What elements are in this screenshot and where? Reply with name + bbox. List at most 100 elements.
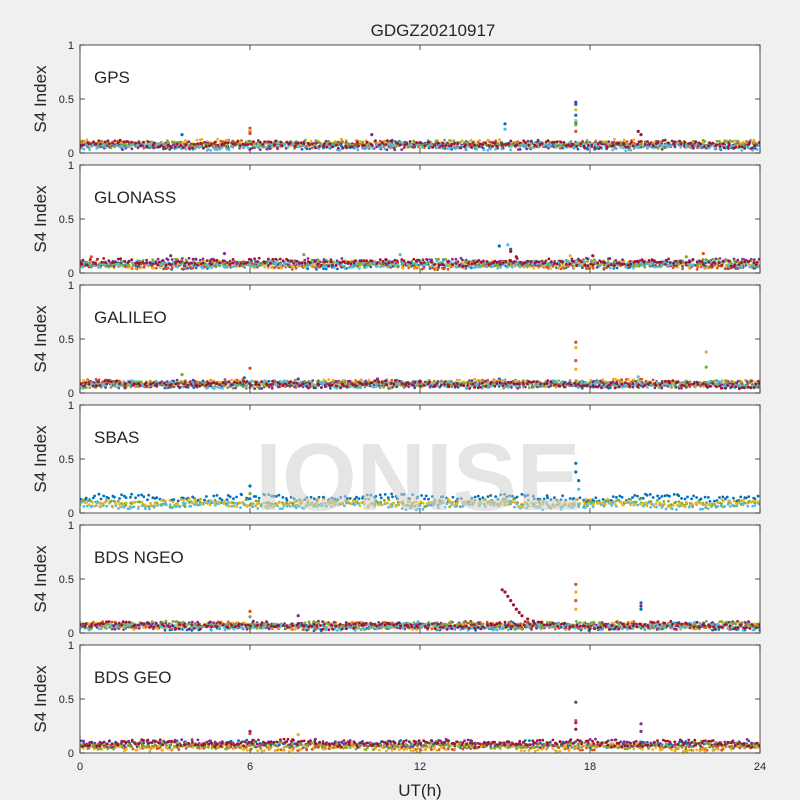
data-point — [707, 144, 710, 148]
data-point — [221, 259, 225, 263]
data-point — [271, 382, 275, 386]
data-point — [203, 265, 207, 268]
data-point — [279, 140, 283, 144]
axes-background — [80, 285, 760, 393]
data-point — [88, 386, 92, 389]
data-point — [403, 143, 406, 147]
data-point — [164, 383, 168, 387]
data-point — [444, 257, 447, 261]
data-point — [346, 260, 350, 264]
data-point — [122, 146, 126, 150]
data-point — [708, 141, 712, 145]
data-point — [532, 259, 535, 263]
data-point — [495, 144, 499, 148]
data-point — [632, 378, 635, 382]
data-point — [622, 142, 625, 145]
data-point — [605, 266, 608, 270]
data-point — [754, 263, 758, 267]
data-point — [352, 261, 356, 265]
data-point — [210, 266, 214, 270]
data-point — [282, 142, 286, 146]
data-point — [509, 139, 513, 143]
data-point — [571, 142, 575, 146]
data-point — [366, 146, 369, 149]
data-point — [103, 140, 107, 144]
data-point — [529, 264, 533, 268]
data-point — [711, 257, 715, 261]
data-point — [420, 262, 423, 265]
data-point — [670, 386, 673, 389]
data-point — [286, 145, 290, 149]
data-point — [491, 145, 494, 148]
data-point — [191, 146, 195, 150]
data-point — [118, 264, 122, 268]
data-point — [624, 149, 628, 153]
data-point — [289, 260, 293, 263]
data-point — [97, 266, 100, 269]
data-point — [679, 261, 683, 265]
data-point — [374, 139, 377, 143]
data-point — [400, 148, 404, 152]
data-point — [152, 146, 156, 150]
data-point — [98, 384, 102, 387]
data-point — [452, 139, 456, 143]
data-point — [363, 385, 367, 389]
data-point — [231, 261, 235, 265]
data-point — [524, 141, 528, 145]
data-point — [422, 266, 426, 270]
data-point — [573, 146, 576, 149]
data-point — [617, 262, 621, 265]
data-point — [201, 266, 204, 270]
data-point — [443, 138, 446, 142]
data-point — [683, 140, 687, 144]
data-point-spike — [248, 366, 252, 370]
data-point — [752, 261, 756, 264]
data-point — [666, 144, 670, 148]
data-point — [576, 147, 580, 151]
data-point — [520, 143, 524, 147]
data-point — [421, 258, 425, 262]
data-point — [215, 263, 219, 266]
data-point — [144, 381, 148, 385]
data-point — [515, 379, 519, 383]
data-point — [473, 261, 477, 265]
data-point — [134, 141, 138, 145]
data-point — [91, 384, 95, 388]
data-point — [207, 147, 210, 151]
data-point — [342, 378, 345, 382]
data-point — [125, 384, 129, 388]
data-point — [338, 148, 341, 152]
data-point — [379, 265, 382, 269]
data-point — [334, 141, 338, 144]
data-point — [441, 259, 445, 263]
data-point — [477, 145, 481, 148]
data-point — [586, 264, 590, 268]
data-point — [415, 384, 419, 387]
data-point — [90, 382, 93, 386]
data-point — [443, 380, 447, 383]
data-point-spike — [89, 255, 93, 259]
data-point — [518, 141, 522, 145]
data-point — [589, 264, 592, 268]
data-point — [646, 380, 649, 383]
data-point — [486, 138, 490, 142]
data-point — [80, 262, 84, 266]
data-point — [323, 260, 327, 264]
data-point — [168, 385, 172, 389]
data-point — [717, 258, 721, 261]
data-point — [219, 139, 223, 143]
data-point — [458, 378, 462, 382]
data-point — [478, 265, 482, 269]
data-point — [135, 382, 139, 386]
data-point — [676, 265, 680, 269]
data-point — [745, 380, 749, 384]
data-point — [89, 142, 93, 146]
data-point — [148, 144, 152, 148]
data-point — [559, 140, 563, 144]
y-tick-label: 0 — [68, 268, 74, 280]
data-point — [313, 260, 317, 263]
data-point — [566, 265, 570, 268]
data-point — [278, 257, 282, 261]
data-point — [629, 262, 633, 266]
